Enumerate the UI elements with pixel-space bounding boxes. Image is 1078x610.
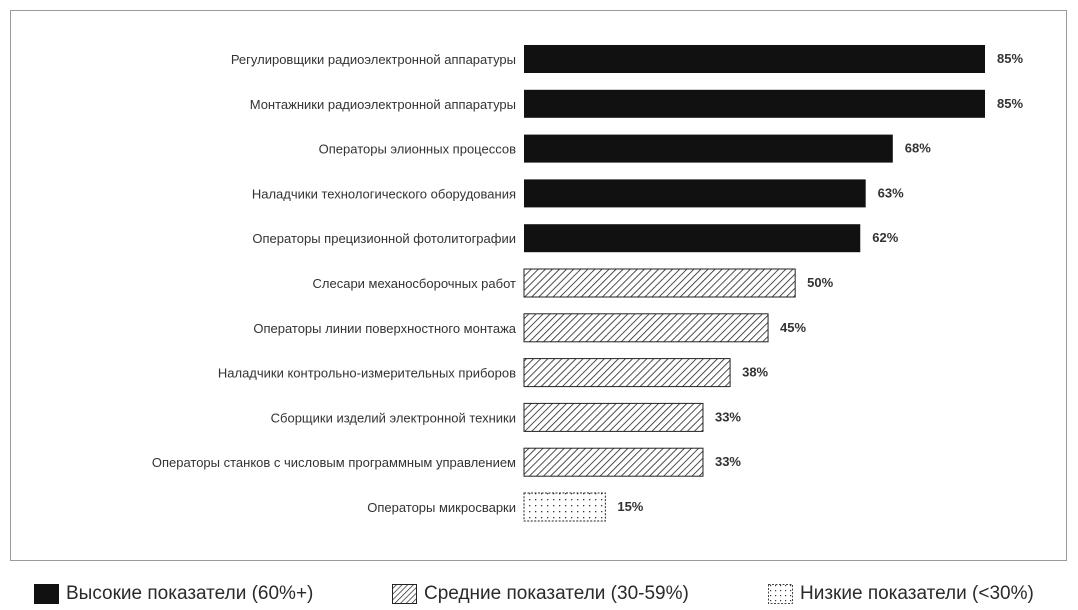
- category-label: Операторы прецизионной фотолитографии: [252, 231, 516, 246]
- bar-medium: [523, 447, 704, 477]
- value-label: 45%: [780, 320, 806, 335]
- bar-high: [524, 89, 985, 118]
- value-label: 85%: [997, 51, 1023, 66]
- value-label: 15%: [617, 499, 643, 514]
- value-label: 62%: [872, 230, 898, 245]
- value-label: 68%: [905, 141, 931, 156]
- bar-medium: [523, 313, 769, 343]
- chart-frame: Регулировщики радиоэлектронной аппаратур…: [10, 10, 1067, 561]
- value-label: 33%: [715, 409, 741, 424]
- value-label: 50%: [807, 275, 833, 290]
- value-label: 33%: [715, 454, 741, 469]
- bar-medium: [523, 402, 704, 432]
- category-label: Монтажники радиоэлектронной аппаратуры: [250, 97, 516, 112]
- bar-medium: [523, 358, 731, 388]
- value-label: 38%: [742, 365, 768, 380]
- legend-swatch-medium: [392, 584, 417, 604]
- bar-high: [524, 224, 861, 253]
- category-label: Операторы станков с числовым программным…: [152, 455, 516, 470]
- category-label: Наладчики технологического оборудования: [252, 186, 516, 201]
- category-label: Сборщики изделий электронной техники: [271, 410, 516, 425]
- category-label: Слесари механосборочных работ: [313, 276, 517, 291]
- legend-item-medium: Средние показатели (30-59%): [392, 580, 689, 608]
- category-label: Операторы элионных процессов: [319, 142, 516, 157]
- legend-swatch-low: [768, 584, 793, 604]
- bar-chart: Регулировщики радиоэлектронной аппаратур…: [152, 45, 1023, 522]
- legend-label-medium: Средние показатели (30-59%): [424, 583, 689, 604]
- category-label: Регулировщики радиоэлектронной аппаратур…: [231, 52, 516, 67]
- category-label: Операторы линии поверхностного монтажа: [253, 321, 516, 336]
- bar-low: [523, 492, 606, 522]
- bar-high: [524, 45, 985, 73]
- value-label: 85%: [997, 96, 1023, 111]
- legend-label-low: Низкие показатели (<30%): [800, 583, 1034, 604]
- bar-high: [524, 179, 866, 208]
- category-label: Наладчики контрольно-измерительных прибо…: [218, 366, 516, 381]
- legend-item-low: Низкие показатели (<30%): [768, 580, 1034, 608]
- legend-label-high: Высокие показатели (60%+): [66, 583, 314, 604]
- value-label: 63%: [878, 185, 904, 200]
- bar-high: [524, 134, 893, 163]
- legend: Высокие показатели (60%+) Средние показа…: [34, 580, 1078, 608]
- legend-item-high: Высокие показатели (60%+): [34, 580, 313, 608]
- bar-medium: [523, 268, 796, 298]
- legend-swatch-high: [34, 584, 59, 604]
- category-label: Операторы микросварки: [367, 500, 516, 515]
